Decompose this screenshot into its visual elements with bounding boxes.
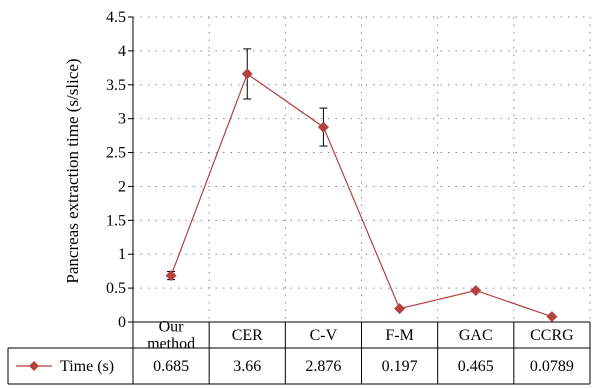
table-cell-value: 3.66 [233,358,261,375]
series-line [170,73,553,318]
x-tick-label: F-M [385,327,413,344]
table-cell-value: 2.876 [305,358,341,375]
y-tick-label: 0.5 [106,280,126,297]
x-tick-label: Our method [147,319,195,353]
data-point [470,284,482,296]
legend-marker [29,361,39,371]
y-tick-label: 1 [118,246,126,263]
y-tick-label: 3 [118,111,126,128]
table-cell-value: 0.465 [458,358,494,375]
y-tick-label: 0 [118,314,126,331]
series-time [165,48,558,323]
data-point [546,311,558,323]
x-tick-label: GAC [459,327,493,344]
x-tick-label: C-V [310,327,338,344]
y-tick-label: 3.5 [106,77,126,94]
data-table: Our method CER C-V F-M GAC CCRG Time (s) 0.685 3.… [7,319,591,385]
data-point [241,68,253,80]
table-cell-value: 0.197 [382,358,418,375]
data-point [165,270,177,282]
y-tick-label: 4 [118,43,126,60]
x-tick-label: CCRG [530,327,574,344]
y-tick-label: 1.5 [106,212,126,229]
y-tick-label: 4.5 [106,9,126,26]
x-tick-label: CER [232,327,263,344]
y-tick-label: 2 [118,178,126,195]
table-cell-value: 0.0789 [530,358,574,375]
table-cell-value: 0.685 [153,358,189,375]
data-point [317,121,329,133]
y-tick-label: 2.5 [106,145,126,162]
legend-label: Time (s) [60,358,114,375]
y-axis-label: Pancreas extraction time (s/slice) [63,58,82,283]
y-axis-ticks: 0 0.5 1 1.5 2 2.5 3 3.5 4 4.5 [106,9,134,331]
grid [133,16,591,322]
data-point [394,303,406,315]
